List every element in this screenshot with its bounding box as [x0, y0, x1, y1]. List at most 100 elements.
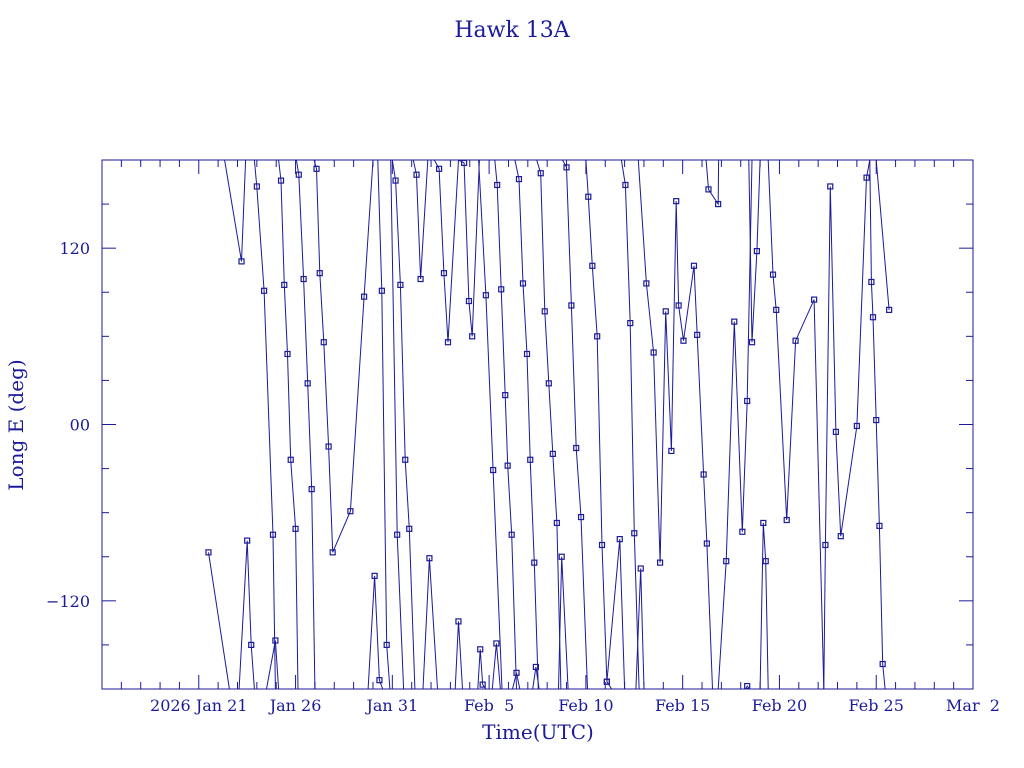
- data-point: [827, 183, 834, 190]
- data-point: [773, 306, 780, 313]
- data-point: [637, 565, 644, 572]
- series-line: [313, 159, 374, 553]
- series-line: [494, 159, 517, 690]
- y-tick-label: −120: [46, 592, 90, 611]
- data-point: [284, 350, 291, 358]
- series-lines: [208, 159, 890, 690]
- series-line: [620, 159, 640, 690]
- data-point: [811, 296, 818, 303]
- data-point: [304, 380, 311, 387]
- series-line: [491, 643, 501, 690]
- series-line: [637, 159, 713, 690]
- series-line: [390, 159, 405, 690]
- data-point: [325, 443, 332, 450]
- series-line: [536, 159, 562, 690]
- data-point: [383, 641, 390, 649]
- data-point: [508, 531, 515, 538]
- x-tick-label: Mar 2: [946, 696, 1000, 715]
- data-point: [650, 349, 657, 356]
- data-point: [700, 471, 707, 478]
- data-point: [675, 302, 682, 309]
- data-point: [494, 181, 501, 189]
- data-point: [853, 422, 860, 430]
- data-point: [361, 293, 368, 300]
- data-point: [287, 456, 294, 463]
- data-point: [577, 513, 585, 521]
- series-line: [823, 159, 871, 690]
- series-line: [278, 159, 299, 690]
- data-point: [886, 306, 893, 313]
- data-point: [837, 533, 844, 540]
- data-point: [585, 193, 592, 200]
- data-point: [455, 618, 462, 625]
- data-point: [573, 444, 580, 452]
- y-tick-label: 120: [59, 239, 90, 258]
- series-line: [208, 552, 230, 690]
- y-axis: 120 00 −120: [46, 203, 973, 646]
- series-line: [391, 159, 416, 690]
- chart-title: Hawk 13A: [454, 18, 570, 43]
- y-tick-label: 00: [70, 416, 90, 435]
- series-line: [759, 522, 769, 690]
- series-line: [454, 621, 463, 690]
- data-point: [868, 278, 875, 286]
- data-point: [248, 641, 255, 649]
- data-point: [753, 248, 760, 255]
- data-point: [444, 339, 452, 346]
- data-point: [272, 637, 279, 644]
- data-point: [594, 333, 601, 340]
- data-point: [392, 177, 399, 184]
- x-tick-label: Feb 25: [849, 696, 904, 715]
- data-point: [662, 308, 669, 315]
- data-point: [295, 171, 302, 178]
- series-line: [422, 558, 438, 690]
- data-point: [394, 531, 401, 538]
- data-point: [504, 462, 511, 469]
- data-point: [417, 275, 424, 283]
- series-line: [869, 159, 886, 690]
- data-point: [329, 549, 336, 556]
- data-point: [873, 416, 880, 424]
- data-point: [498, 286, 505, 293]
- x-tick-label: Jan 31: [364, 696, 418, 715]
- data-point: [523, 350, 531, 358]
- data-point: [308, 486, 315, 493]
- data-point: [656, 559, 664, 566]
- data-point: [553, 519, 560, 527]
- series-line: [705, 159, 720, 206]
- data-point: [549, 450, 556, 457]
- data-point: [479, 681, 486, 688]
- data-point: [537, 170, 544, 177]
- series-line: [748, 159, 761, 343]
- data-point: [378, 287, 385, 294]
- data-point: [513, 669, 520, 676]
- x-tick-label: Feb 5: [464, 696, 514, 715]
- data-point: [238, 258, 245, 265]
- x-axis-label: Time(UTC): [482, 720, 594, 744]
- data-point: [545, 380, 552, 387]
- data-point: [792, 337, 799, 344]
- data-point: [482, 292, 489, 299]
- data-point: [748, 339, 756, 346]
- series-line: [377, 159, 391, 690]
- series-line: [532, 666, 540, 690]
- data-point: [627, 320, 634, 327]
- data-point: [541, 308, 548, 315]
- data-point: [680, 337, 687, 344]
- data-point: [277, 177, 285, 184]
- data-point: [762, 558, 769, 565]
- data-point: [694, 331, 701, 338]
- data-point: [320, 339, 327, 346]
- data-point: [832, 428, 839, 435]
- data-point: [413, 171, 420, 178]
- data-point: [519, 280, 527, 287]
- data-point: [527, 456, 534, 463]
- series-line: [585, 159, 613, 690]
- series-line: [606, 539, 626, 690]
- data-point: [589, 262, 596, 269]
- x-tick-label: Feb 10: [558, 696, 613, 715]
- series-line: [512, 672, 521, 690]
- data-point: [769, 271, 777, 278]
- series-line: [635, 568, 645, 690]
